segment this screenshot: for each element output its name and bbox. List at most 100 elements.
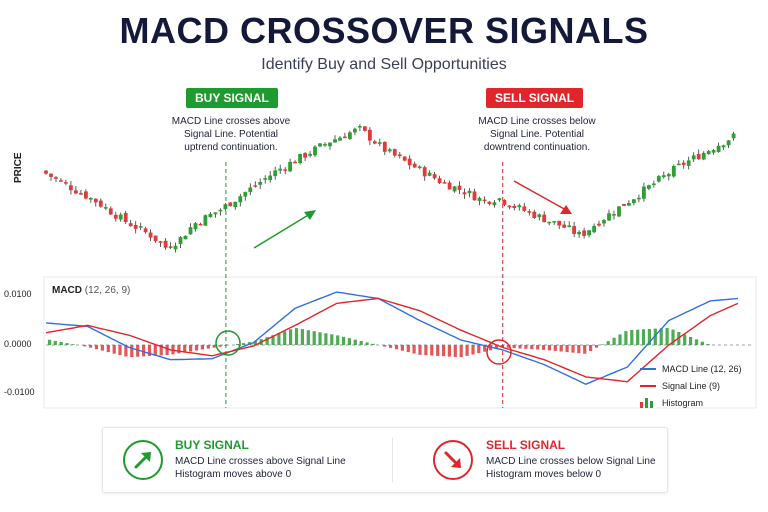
histogram-bar	[506, 345, 510, 348]
price-candle	[547, 221, 552, 226]
price-candle	[392, 148, 397, 158]
histogram-bar	[342, 336, 346, 345]
price-candle	[118, 212, 123, 222]
price-candle	[278, 164, 283, 174]
price-candles	[44, 124, 736, 253]
histogram-bar	[130, 345, 134, 358]
price-candle	[248, 183, 253, 196]
price-candle	[422, 165, 427, 181]
buy-annotation-line: uptrend continuation.	[184, 142, 278, 153]
buy-crossover-circle	[215, 330, 241, 356]
price-candle	[323, 142, 327, 147]
price-candle	[253, 181, 258, 188]
histogram-bar	[665, 328, 669, 345]
buy-annotation-line: MACD Line crosses above	[171, 116, 291, 127]
histogram-bar	[289, 329, 293, 345]
histogram-bar	[636, 329, 640, 345]
histogram-bar	[194, 345, 199, 351]
price-candle	[661, 171, 666, 179]
histogram-bar	[183, 345, 187, 353]
legend-item-signal: Signal Line (9)	[640, 377, 742, 394]
price-candle	[218, 208, 223, 216]
macd-title-text: MACD	[52, 285, 82, 296]
price-candle	[198, 222, 203, 226]
price-candle	[691, 152, 696, 162]
macd-line	[45, 291, 739, 385]
price-candle	[512, 203, 517, 211]
histogram-bar	[683, 334, 687, 345]
buy-annotation: MACD Line crosses above Signal Line. Pot…	[156, 115, 306, 154]
y-tick-label: 0.0100	[4, 289, 32, 299]
price-candle	[293, 160, 297, 164]
price-candle	[577, 230, 581, 238]
histogram-bar	[165, 345, 169, 355]
price-candle	[397, 152, 402, 159]
price-candle	[69, 181, 73, 195]
price-candle	[318, 143, 322, 148]
price-candle	[148, 229, 153, 241]
price-candle	[477, 196, 482, 206]
histogram-bar	[624, 331, 628, 345]
price-candle	[203, 214, 208, 226]
histogram-bar	[118, 345, 122, 355]
histogram-bar	[659, 328, 663, 345]
sell-summary-title: SELL SIGNAL	[486, 438, 566, 452]
histogram-bar	[53, 340, 57, 345]
histogram-bar	[565, 345, 569, 353]
price-candle	[562, 221, 567, 229]
histogram-bar	[359, 341, 363, 345]
price-candle	[582, 227, 586, 239]
arrow-up-right-icon	[123, 440, 163, 480]
summary-divider	[392, 438, 393, 482]
price-candle	[696, 149, 701, 160]
price-candle	[343, 132, 347, 139]
histogram-bar	[647, 329, 651, 345]
histogram-bar	[312, 331, 316, 345]
price-candle	[168, 242, 173, 249]
histogram-bar	[71, 344, 75, 345]
price-candle	[681, 160, 686, 169]
buy-signal-badge: BUY SIGNAL	[186, 88, 278, 108]
histogram-bar	[559, 345, 563, 352]
price-candle	[243, 191, 248, 201]
price-candle	[592, 223, 596, 234]
sell-arrow	[513, 180, 572, 214]
price-candle	[158, 240, 163, 247]
price-candle	[268, 171, 273, 183]
price-candle	[382, 141, 387, 156]
histogram-bar	[389, 345, 393, 348]
price-candle	[208, 212, 213, 218]
histogram-bar	[594, 345, 599, 348]
histogram-bar	[112, 345, 116, 354]
price-candle	[726, 140, 731, 148]
legend-label: MACD Line (12, 26)	[662, 363, 742, 374]
price-candle	[303, 152, 307, 161]
price-candle	[213, 212, 218, 218]
price-candle	[348, 130, 352, 140]
histogram-bar	[177, 345, 181, 354]
histogram-bar	[242, 343, 246, 345]
price-candle	[656, 175, 661, 183]
sell-summary-line: Histogram moves below 0	[486, 469, 602, 480]
histogram-bar	[147, 345, 152, 356]
histogram-bar	[406, 345, 410, 353]
price-candle	[328, 142, 332, 150]
histogram-bar	[518, 345, 522, 349]
legend-item-histogram: Histogram	[640, 394, 742, 411]
price-candle	[701, 151, 706, 161]
price-candle	[358, 124, 362, 131]
price-candle	[407, 155, 412, 170]
price-candle	[353, 127, 357, 136]
price-candle	[368, 127, 372, 145]
price-candle	[153, 235, 158, 243]
histogram-bar	[124, 345, 128, 357]
histogram-bar	[553, 345, 557, 351]
buy-summary-line: Histogram moves above 0	[175, 469, 292, 480]
price-candle	[313, 145, 317, 158]
page-title: MACD CROSSOVER SIGNALS	[119, 10, 649, 51]
histogram-bar	[418, 345, 422, 355]
histogram-bar	[65, 343, 69, 345]
histogram-bar	[59, 342, 63, 345]
histogram-bar	[371, 343, 375, 345]
price-candle	[133, 221, 138, 234]
